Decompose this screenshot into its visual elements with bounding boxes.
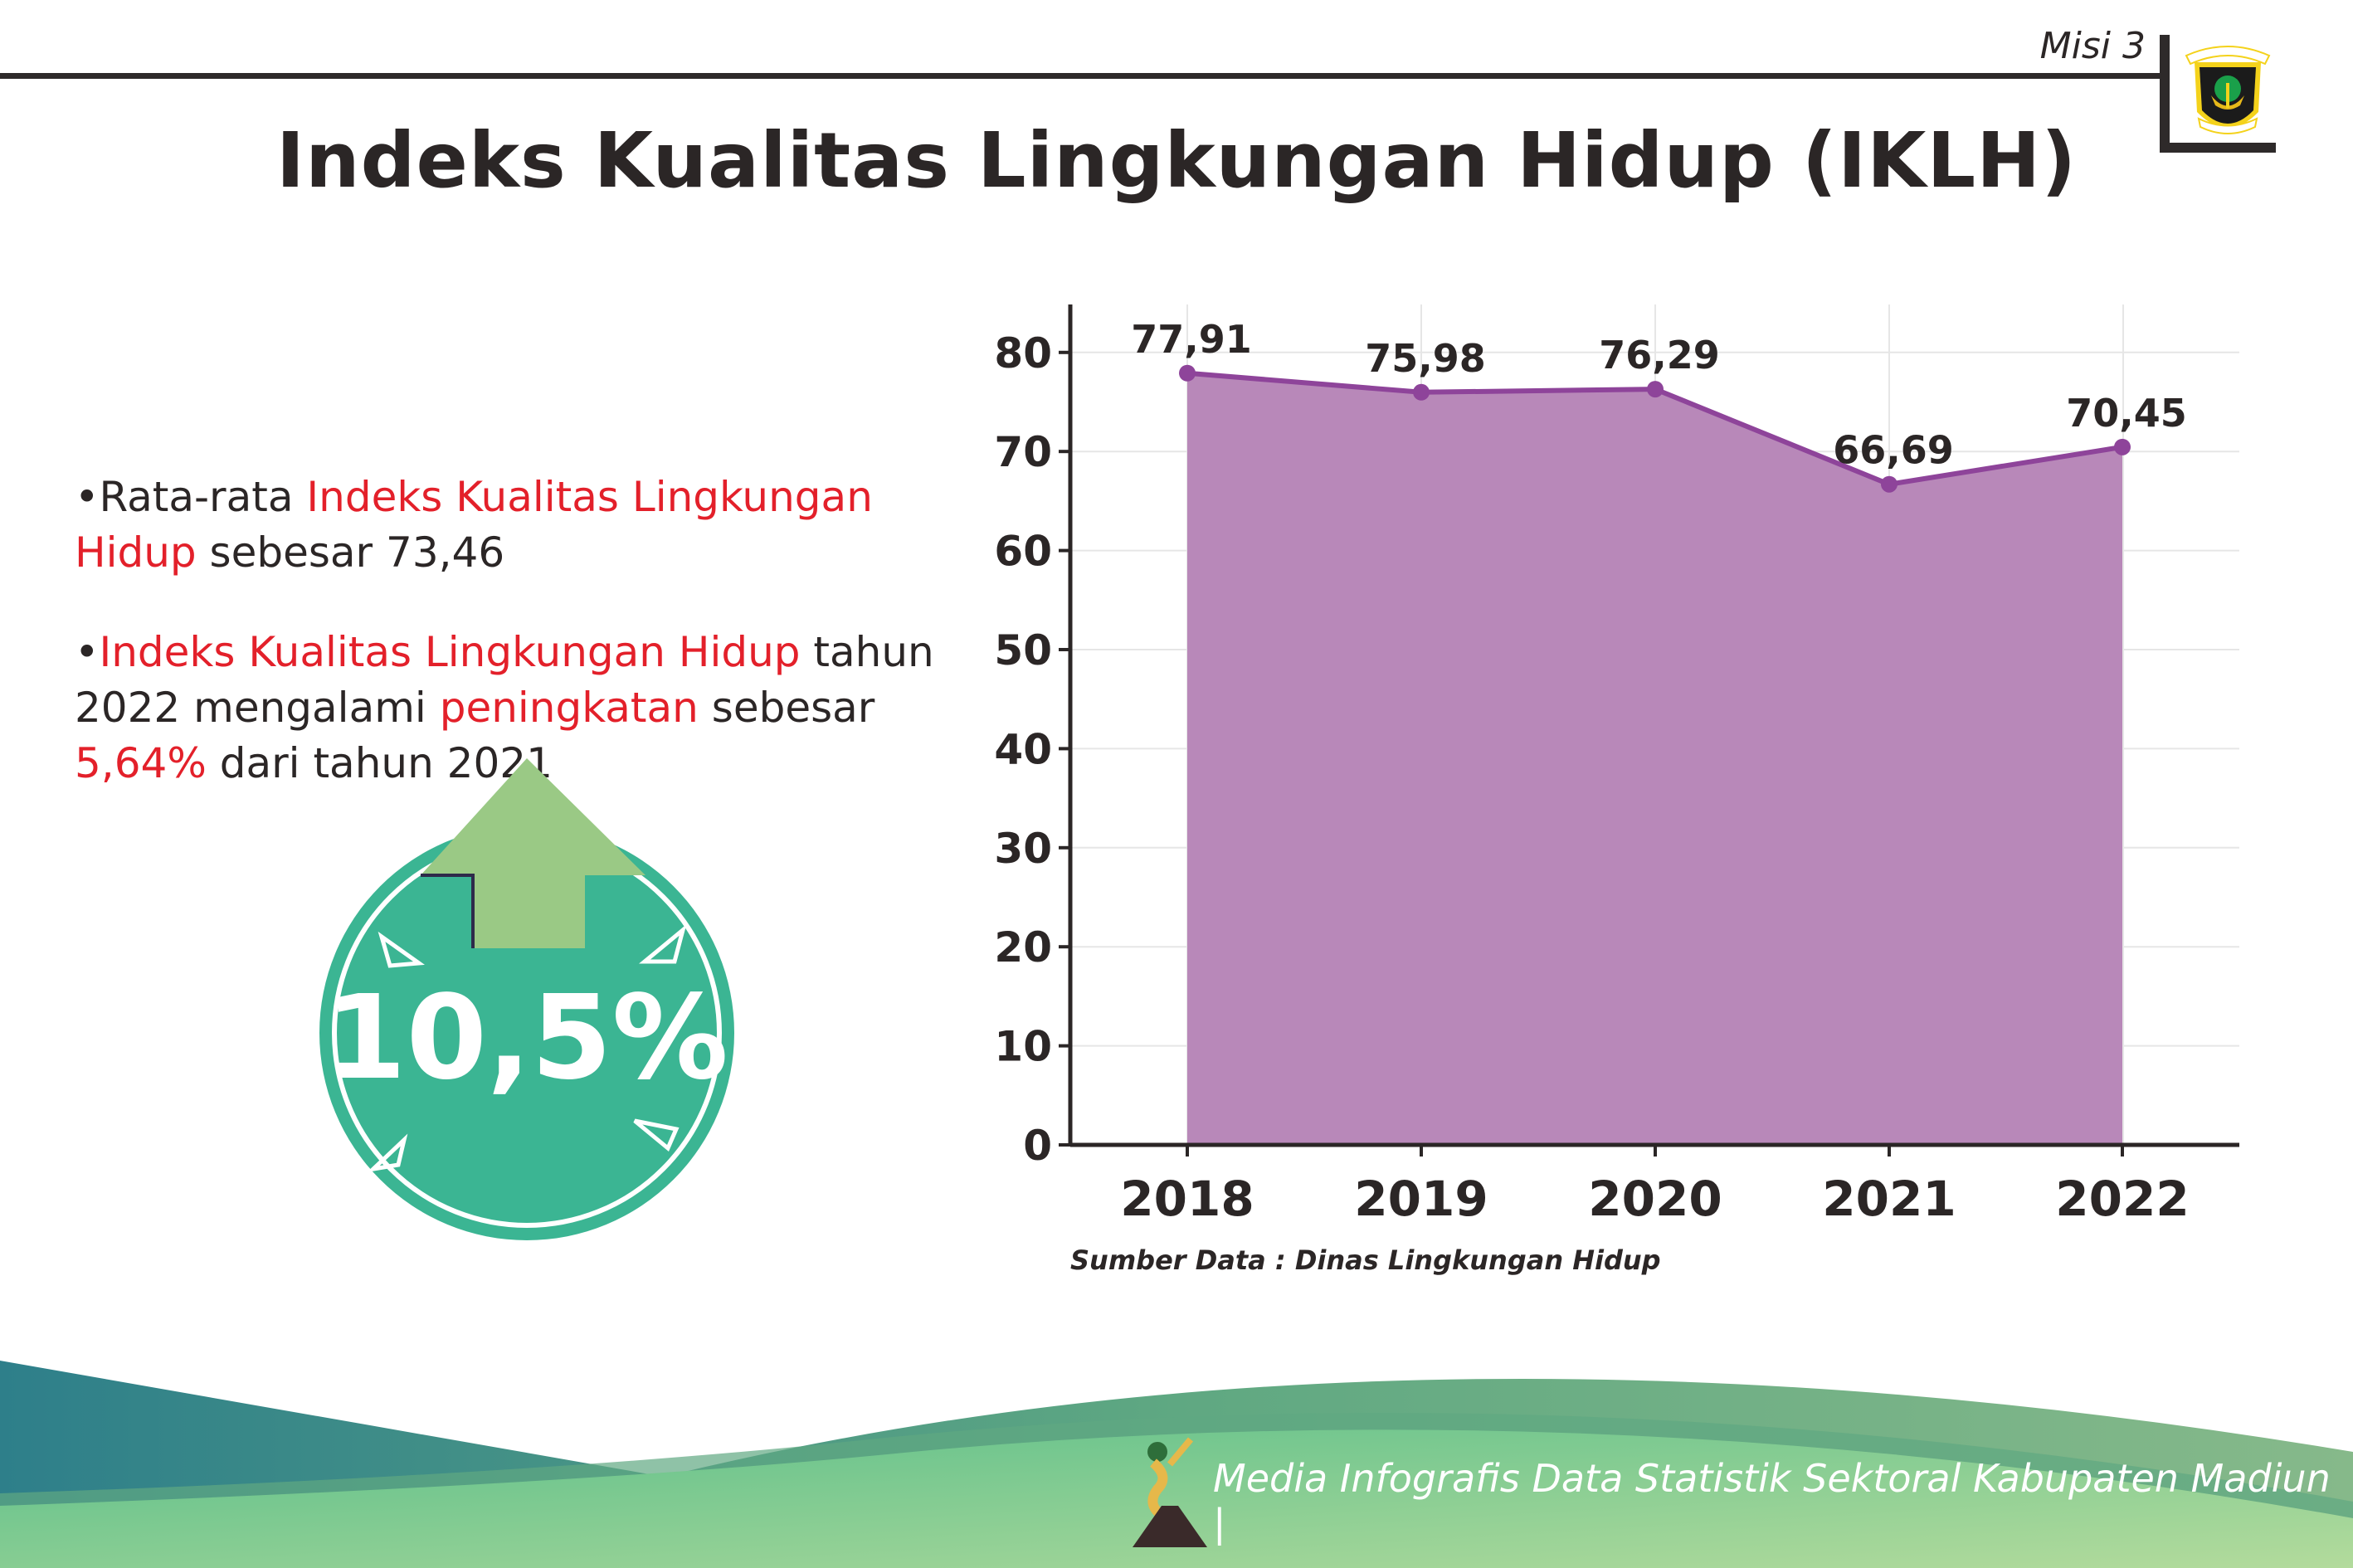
data-label: 70,45	[2066, 391, 2187, 436]
data-label: 75,98	[1365, 336, 1486, 381]
footer-text: Media Infografis Data Statistik Sektoral…	[1213, 1456, 2331, 1546]
data-point	[2114, 438, 2131, 455]
x-tick-label: 2022	[2055, 1171, 2189, 1227]
bullet-average: •Rata-rata Indeks Kualitas Lingkungan Hi…	[75, 470, 954, 581]
bullet-text: •	[75, 628, 100, 676]
sparkle-icon	[367, 924, 687, 1172]
x-tick-label: 2018	[1120, 1171, 1254, 1227]
section-label: Misi 3	[2039, 25, 2146, 67]
growth-badge: 10,5%	[319, 758, 734, 1240]
bullet-text: tahun 2022 mengalami	[75, 628, 934, 732]
y-tick-label: 20	[994, 923, 1052, 971]
y-tick-label: 30	[994, 825, 1052, 873]
y-tick-label: 60	[994, 528, 1052, 576]
y-tick-label: 10	[994, 1023, 1052, 1071]
y-tick-label: 50	[994, 626, 1052, 674]
x-tick-label: 2019	[1354, 1171, 1488, 1227]
y-tick-label: 80	[994, 329, 1052, 377]
x-tick-label: 2021	[1822, 1171, 1956, 1227]
data-point	[1881, 475, 1898, 493]
bullet-text: •Rata-rata	[75, 473, 307, 521]
data-label: 77,91	[1131, 317, 1252, 362]
data-label: 66,69	[1833, 428, 1954, 473]
bullet-text: dari tahun 2021	[206, 739, 553, 787]
bullet-change: •Indeks Kualitas Lingkungan Hidup tahun …	[75, 625, 954, 791]
data-point	[1413, 383, 1430, 401]
badge-circle	[319, 825, 734, 1240]
corner-frame	[2160, 143, 2276, 153]
arrow-up-icon	[421, 758, 645, 948]
header-rule	[0, 73, 2162, 79]
bullet-highlight: 5,64%	[75, 739, 207, 787]
data-source: Sumber Data : Dinas Lingkungan Hidup	[1070, 1244, 1661, 1276]
kabupaten-madiun-logo	[2185, 46, 2271, 134]
y-tick-label: 0	[1023, 1122, 1052, 1170]
y-tick-label: 40	[994, 725, 1052, 773]
mascot-icon	[1133, 1437, 1207, 1547]
bullet-highlight: Indeks Kualitas Lingkungan Hidup	[99, 628, 801, 676]
badge-value: 10,5%	[325, 971, 728, 1106]
data-label: 76,29	[1599, 333, 1720, 377]
x-tick-label: 2020	[1588, 1171, 1722, 1227]
bullet-text: sebesar 73,46	[196, 528, 505, 577]
iklh-area-chart: 77,91 75,98 76,29 66,69 70,45 0 10 20 30 40 50 60 7…	[994, 304, 2239, 1227]
corner-frame	[2160, 35, 2170, 151]
y-tick-label: 70	[994, 428, 1052, 476]
data-point	[1647, 381, 1664, 398]
data-point	[1179, 364, 1196, 382]
bullet-text: sebesar	[698, 684, 875, 732]
bullet-highlight: peningkatan	[439, 684, 699, 732]
area-fill	[1187, 373, 2122, 1145]
footer-wave	[0, 1361, 2353, 1568]
page-title: Indeks Kualitas Lingkungan Hidup (IKLH)	[275, 116, 2078, 205]
bullet-highlight: Indeks Kualitas Lingkungan Hidup	[75, 473, 873, 577]
